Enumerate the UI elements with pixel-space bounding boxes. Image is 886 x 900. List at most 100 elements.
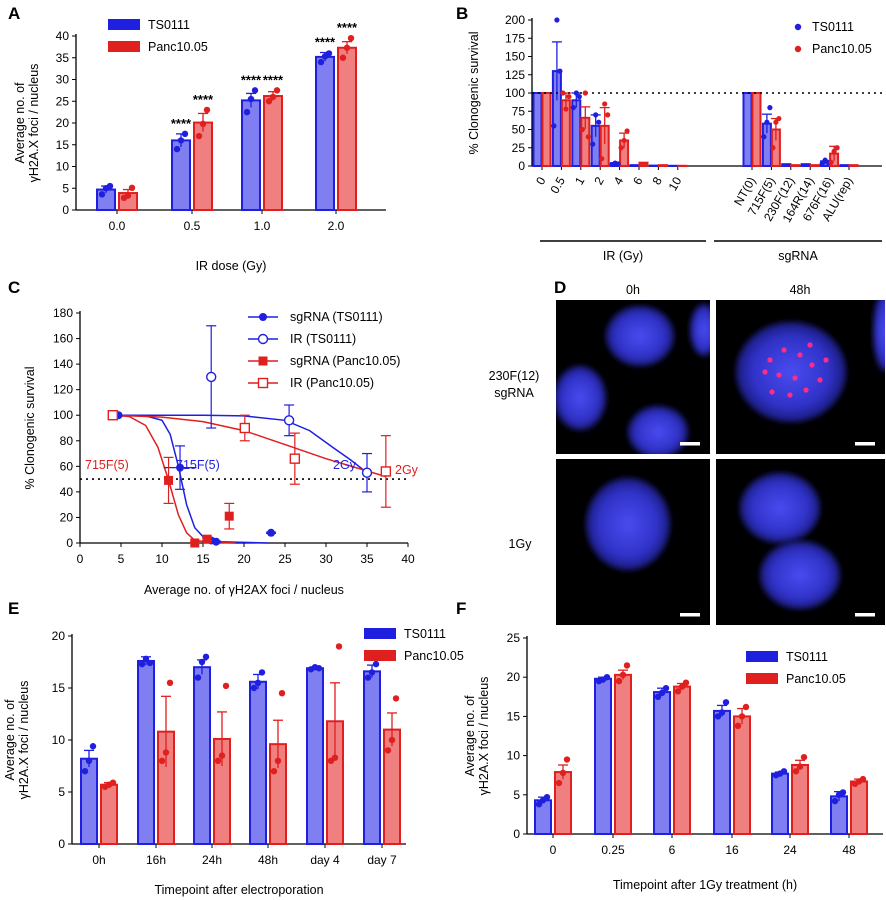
foci: [792, 375, 798, 381]
marker: [202, 534, 212, 544]
column-label: 48h: [790, 283, 811, 297]
x-tick-label: day 7: [367, 853, 397, 867]
data-point: [742, 703, 750, 711]
x-tick-label: 16h: [146, 853, 166, 867]
nucleus: [740, 473, 820, 543]
marker: [257, 377, 269, 389]
data-point: [270, 768, 278, 775]
data-point: [551, 123, 557, 129]
panel-letter: D: [554, 278, 566, 297]
data-point: [559, 769, 567, 777]
bar: [137, 659, 155, 846]
x-tick-label: 48h: [258, 853, 278, 867]
legend-label: IR (TS0111): [290, 332, 356, 346]
y-tick-label: 125: [505, 68, 525, 82]
data-point: [573, 90, 579, 96]
x-tick-label: 48: [842, 843, 856, 857]
y-tick-label: 0: [66, 536, 73, 550]
legend: TS0111 Panc10.05: [364, 627, 464, 663]
y-tick-label: 10: [56, 160, 70, 174]
y-tick-label: 20: [60, 510, 74, 524]
bar: [383, 728, 401, 845]
y-axis-label: γH2A.X foci / nucleus: [17, 681, 31, 800]
nucleus: [586, 478, 670, 570]
data-point: [678, 683, 686, 690]
x-tick-label: 20: [237, 552, 251, 566]
micrograph: [716, 459, 885, 625]
y-axis-label: Average no. of: [463, 695, 477, 777]
data-point: [624, 128, 630, 134]
data-point: [767, 105, 773, 111]
foci: [776, 372, 782, 378]
legend: TS0111 Panc10.05: [108, 18, 208, 54]
bar: [653, 691, 671, 836]
y-axis-label: Average no. of: [3, 699, 17, 781]
panel-letter: B: [456, 4, 468, 23]
x-axis-label: Average no. of γH2AX foci / nucleus: [144, 583, 344, 597]
y-tick-label: 75: [512, 104, 526, 118]
data-point: [181, 130, 189, 138]
data-point: [85, 757, 93, 764]
data-point: [202, 653, 210, 660]
micrograph: [716, 300, 885, 454]
data-point: [714, 713, 722, 720]
data-point: [339, 54, 347, 61]
data-point: [199, 120, 207, 128]
y-axis-label: % Clonogenic survival: [23, 367, 37, 490]
y-tick-label: 10: [52, 733, 66, 747]
data-point: [796, 763, 804, 770]
axes: 0 5 10 15 20 25 0 0.25 6 16 24 48: [507, 631, 883, 857]
x-tick-label: 6: [630, 174, 646, 187]
nucleus: [760, 541, 840, 609]
data-point: [98, 191, 106, 198]
data-point: [106, 182, 114, 190]
bar: [673, 685, 691, 835]
nucleus: [606, 306, 674, 366]
legend-label: IR (Panc10.05): [290, 376, 374, 390]
data-point: [682, 679, 690, 686]
bar: [791, 764, 809, 835]
significance-stars: ****: [171, 116, 192, 131]
data-point: [388, 736, 396, 744]
x-tick-label: 10: [155, 552, 169, 566]
legend-swatch: [108, 19, 140, 30]
y-axis-label: Average no. of: [13, 82, 27, 164]
panel-letter: A: [8, 4, 20, 23]
data-point: [773, 119, 779, 125]
marker: [205, 371, 217, 383]
data-point: [563, 756, 571, 763]
x-tick-label: 8: [650, 174, 666, 187]
legend-label: sgRNA (Panc10.05): [290, 354, 400, 368]
micrograph: [556, 300, 710, 454]
data-point: [674, 688, 682, 695]
data-point: [364, 674, 372, 681]
axes: 0 5 10 15 20 0h 16h 24h 48h day 4 day 7: [52, 629, 406, 867]
y-tick-label: 100: [53, 408, 73, 422]
y-tick-label: 200: [505, 13, 525, 27]
nucleus: [873, 300, 885, 371]
scale-bar: [680, 613, 700, 617]
panel-letter: F: [456, 599, 466, 618]
nuclei: [556, 304, 710, 454]
bar: [614, 673, 632, 836]
marker: [239, 422, 251, 434]
significance-stars: ****: [263, 72, 284, 87]
data-point: [372, 660, 380, 668]
row-label: 1Gy: [509, 537, 533, 551]
marker: [107, 410, 119, 421]
data-point: [738, 713, 746, 720]
data-point: [315, 665, 323, 672]
data-point: [274, 757, 282, 764]
row-label: sgRNA: [494, 386, 534, 400]
foci: [803, 387, 809, 393]
bar: [532, 92, 543, 167]
data-point: [158, 757, 166, 764]
data-point: [576, 94, 582, 100]
marker: [361, 467, 373, 478]
legend-swatch: [746, 673, 778, 684]
scale-bar: [855, 442, 875, 446]
foci: [781, 347, 787, 353]
panel-f: F 0 5 10 15 20 25 0 0.25 6 16 24 48 Timepoint after 1…: [456, 599, 883, 892]
data-point: [142, 655, 150, 663]
y-tick-label: 0: [62, 203, 69, 217]
